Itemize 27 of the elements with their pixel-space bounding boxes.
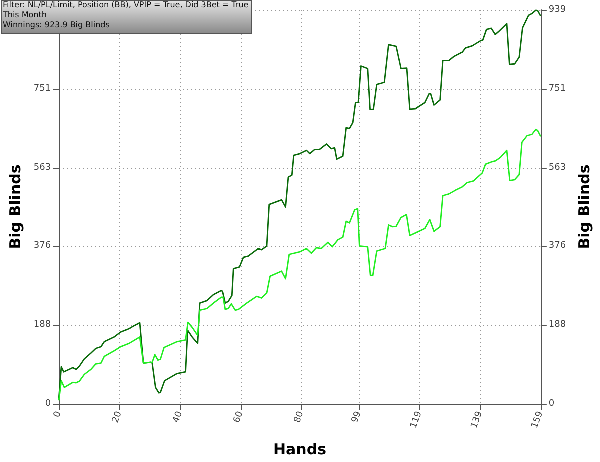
y-tick-label: 0 bbox=[45, 399, 52, 409]
x-tick-label: 40 bbox=[172, 410, 186, 424]
line-series bbox=[58, 128, 542, 402]
y-tick-label: 563 bbox=[34, 162, 52, 173]
y-tick-label: 376 bbox=[34, 241, 52, 252]
annotation: Winnings: 923.9 Big Blinds bbox=[3, 20, 110, 30]
y2-tick-label: 563 bbox=[548, 162, 566, 173]
y2-tick-label: 376 bbox=[548, 241, 566, 252]
x-tick-label: 0 bbox=[52, 410, 64, 420]
x-tick-label: 139 bbox=[470, 410, 486, 430]
y2-tick-label: 188 bbox=[548, 320, 566, 330]
y2-tick-label: 0 bbox=[548, 399, 555, 409]
text: Filter: NL/PL/Limit, Position (BB), VPIP = True, Did 3Bet = True bbox=[3, 0, 249, 10]
x-tick-label: 159 bbox=[530, 410, 546, 430]
text: This Month bbox=[2, 10, 47, 20]
x-tick-label: 60 bbox=[232, 410, 246, 424]
x-tick-label: 99 bbox=[350, 410, 364, 424]
y2-tick-label: 939 bbox=[548, 5, 566, 15]
y-tick-label: 751 bbox=[34, 84, 52, 94]
x-axis-title: Hands bbox=[273, 440, 327, 458]
y-axis-title: Big Blinds bbox=[6, 164, 24, 250]
y2-tick-label: 751 bbox=[548, 84, 566, 94]
y-tick-label: 188 bbox=[34, 320, 52, 330]
x-tick-label: 80 bbox=[292, 410, 306, 424]
x-tick-label: 20 bbox=[111, 410, 124, 424]
y2-axis-title: Big Blinds bbox=[576, 164, 594, 250]
x-tick-label: 119 bbox=[409, 410, 424, 430]
